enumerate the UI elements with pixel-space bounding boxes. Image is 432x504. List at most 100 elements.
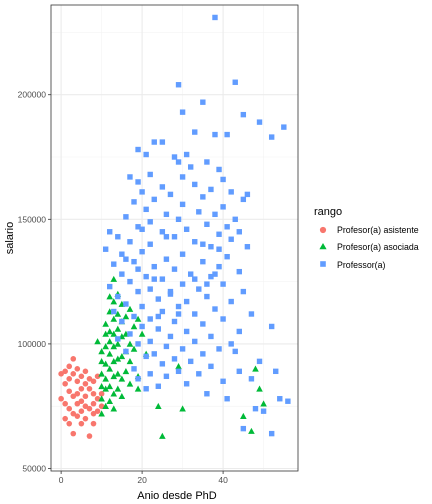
y-tick-label: 100000 [18, 339, 47, 349]
data-point-square [256, 119, 263, 125]
data-point-square [175, 159, 182, 165]
data-point-square [236, 268, 242, 275]
data-point-square [192, 276, 198, 282]
data-point-circle [86, 385, 93, 392]
data-point-triangle [126, 380, 134, 387]
data-point-square [179, 281, 186, 287]
data-point-triangle [114, 355, 122, 362]
data-point-circle [66, 405, 73, 412]
data-point-square [204, 159, 210, 165]
data-point-triangle [106, 328, 114, 335]
y-tick-label: 50000 [22, 464, 46, 474]
data-point-triangle [98, 410, 105, 417]
data-point-circle [74, 390, 81, 397]
legend-label-asociada: Profesor(a) asociada [337, 242, 419, 252]
data-point-square [143, 386, 149, 392]
data-point-square [256, 358, 263, 365]
data-point-square [204, 391, 210, 397]
data-point-square [163, 211, 170, 218]
data-point-triangle [106, 293, 114, 300]
data-point-triangle [110, 315, 118, 322]
data-point-triangle [98, 382, 105, 390]
data-point-square [216, 263, 222, 270]
data-point-circle [94, 408, 101, 414]
data-point-square [208, 273, 214, 280]
data-point-circle [66, 388, 73, 395]
data-point-square [159, 184, 166, 190]
data-point-square [163, 234, 170, 240]
data-point-circle [86, 433, 93, 439]
series-square-group [102, 14, 291, 437]
data-point-square [139, 323, 145, 330]
data-point-square [200, 194, 206, 200]
data-point-circle [78, 398, 85, 405]
legend-triangle-marker [319, 243, 327, 250]
data-point-circle [74, 366, 81, 372]
data-point-triangle [98, 395, 105, 402]
data-point-square [155, 296, 162, 302]
data-point-circle [78, 420, 85, 427]
data-point-square [192, 181, 198, 188]
data-point-square [232, 348, 238, 355]
data-point-triangle [114, 340, 122, 347]
data-point-triangle [102, 385, 109, 392]
series-triangle-group [94, 275, 267, 439]
data-point-triangle [179, 405, 186, 412]
data-point-circle [94, 373, 101, 380]
legend-key-asociada: Profesor(a) asociada [319, 242, 419, 252]
data-point-square [281, 124, 287, 130]
data-point-triangle [114, 325, 122, 332]
data-point-square [143, 151, 149, 158]
data-point-square [147, 241, 153, 247]
data-point-triangle [102, 375, 109, 382]
x-tick-label: 0 [59, 475, 64, 485]
data-point-square [196, 209, 202, 215]
data-point-square [220, 316, 226, 322]
legend-label-asistente: Profesor(a) asistente [337, 225, 419, 235]
data-point-square [131, 313, 137, 320]
data-point-square [111, 261, 117, 267]
data-point-square [212, 131, 218, 138]
data-point-square [135, 224, 141, 230]
data-point-square [123, 256, 129, 262]
data-point-square [192, 129, 198, 135]
data-point-square [224, 396, 230, 402]
data-point-square [248, 376, 255, 382]
x-tick-label: 40 [218, 475, 228, 485]
data-point-square [111, 308, 117, 315]
data-point-triangle [110, 373, 118, 380]
data-point-circle [70, 430, 77, 437]
data-point-square [175, 311, 182, 317]
data-point-triangle [256, 385, 263, 392]
data-point-square [102, 246, 109, 252]
data-point-square [200, 351, 206, 357]
data-point-square [171, 356, 178, 362]
data-point-square [119, 251, 125, 257]
data-point-triangle [122, 313, 130, 320]
data-point-circle [74, 400, 81, 407]
data-point-square [216, 346, 222, 352]
data-point-triangle [114, 310, 122, 317]
data-point-square [115, 293, 121, 300]
data-point-square [200, 241, 206, 247]
data-point-square [115, 234, 121, 240]
data-points [58, 14, 291, 439]
data-point-square [208, 333, 214, 340]
data-point-square [159, 361, 166, 367]
data-point-square [236, 368, 242, 375]
data-point-triangle [114, 370, 122, 377]
data-point-square [244, 244, 251, 250]
data-point-circle [94, 395, 101, 402]
legend-label-professor: Professor(a) [337, 260, 385, 270]
data-point-square [220, 204, 226, 210]
data-point-square [135, 288, 141, 295]
data-point-square [220, 176, 226, 183]
data-point-square [123, 301, 129, 307]
data-point-triangle [126, 340, 134, 347]
data-point-square [200, 258, 206, 265]
data-point-square [224, 253, 230, 260]
data-point-triangle [110, 405, 118, 412]
data-point-triangle [106, 338, 114, 345]
data-point-square [143, 206, 149, 213]
data-point-circle [70, 393, 77, 400]
